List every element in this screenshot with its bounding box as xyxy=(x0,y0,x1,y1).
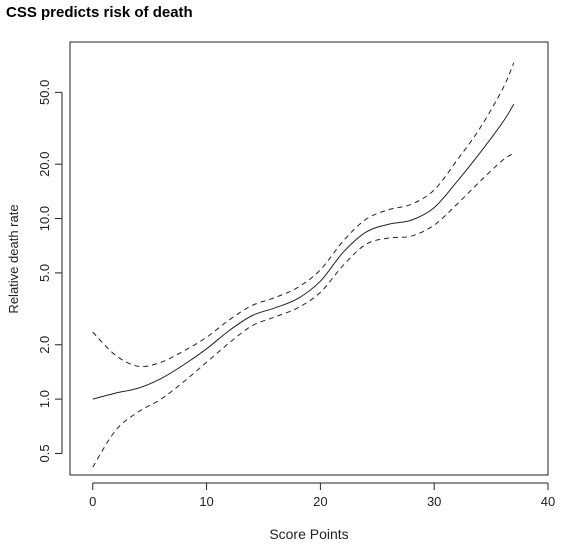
estimate-line xyxy=(92,103,515,400)
confidence-band-line xyxy=(92,62,515,368)
series-layer xyxy=(92,62,515,468)
x-tick-label: 40 xyxy=(541,494,555,509)
x-tick-label: 30 xyxy=(427,494,441,509)
confidence-band-line xyxy=(92,152,515,468)
chart-title: CSS predicts risk of death xyxy=(6,4,193,21)
x-axis: 0 10 20 30 40 xyxy=(89,482,555,509)
y-tick-label: 10.0 xyxy=(37,206,52,231)
x-tick-label: 20 xyxy=(313,494,327,509)
x-tick-label: 10 xyxy=(199,494,213,509)
x-tick-label: 0 xyxy=(89,494,96,509)
x-axis-label: Score Points xyxy=(269,526,348,542)
y-tick-label: 20.0 xyxy=(37,152,52,177)
y-axis-label: Relative death rate xyxy=(6,204,21,313)
y-tick-label: 50.0 xyxy=(37,80,52,105)
y-tick-label: 0.5 xyxy=(37,444,52,462)
y-tick-label: 1.0 xyxy=(37,390,52,408)
y-tick-label: 2.0 xyxy=(37,336,52,354)
y-tick-label: 5.0 xyxy=(37,264,52,282)
plot-frame xyxy=(69,41,549,476)
y-axis: 0.5 1.0 2.0 5.0 10.0 20.0 50.0 xyxy=(37,80,63,463)
